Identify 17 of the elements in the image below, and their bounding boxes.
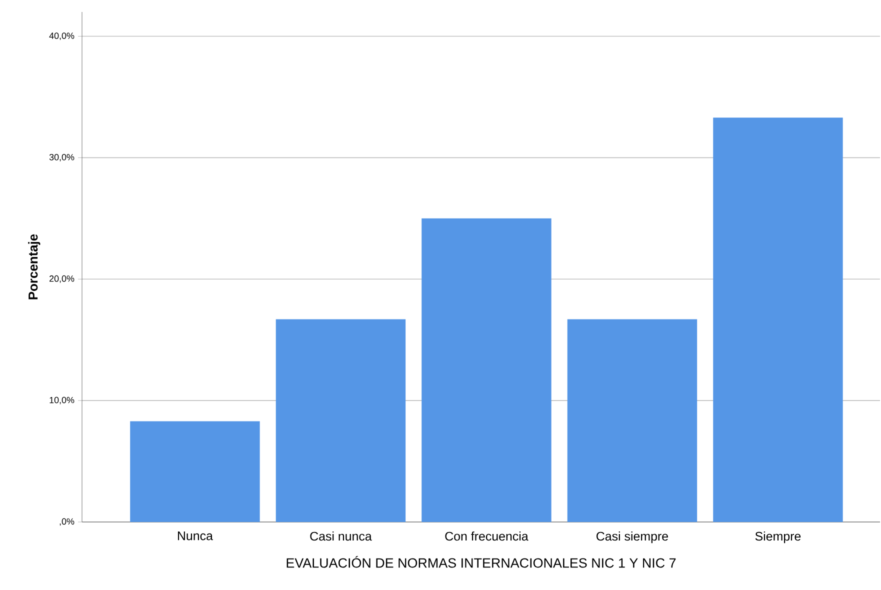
bar — [130, 421, 260, 522]
y-tick-label: 10,0% — [50, 396, 74, 404]
x-axis-title: EVALUACIÓN DE NORMAS INTERNACIONALES NIC 1 Y NIC 7 — [286, 556, 676, 568]
x-tick-label: Casi siempre — [596, 532, 668, 544]
y-tick-label: 40,0% — [49, 32, 74, 40]
bar — [567, 319, 698, 522]
bar — [276, 319, 406, 522]
x-tick-label: Con frecuencia — [445, 532, 528, 541]
x-tick-label: Nunca — [178, 532, 213, 540]
y-tick-label: 20,0% — [50, 275, 74, 283]
y-tick-label: ,0% — [60, 518, 74, 526]
x-tick-label: Siempre — [755, 532, 801, 544]
y-axis-title: Porcentaje — [28, 234, 40, 300]
bar — [713, 118, 843, 522]
bar — [422, 218, 552, 522]
x-tick-label: Casi nunca — [310, 532, 372, 541]
y-tick-label: 30,0% — [49, 154, 74, 162]
